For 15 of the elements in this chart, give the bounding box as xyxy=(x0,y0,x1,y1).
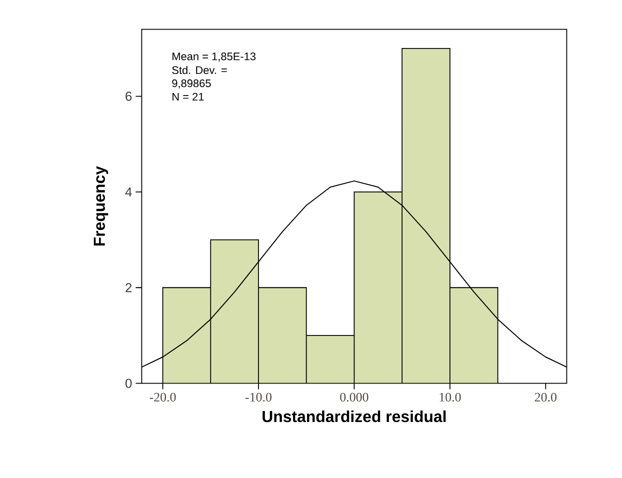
y-tick-label: 0 xyxy=(125,378,132,388)
y-axis-title: Frequency xyxy=(94,166,108,246)
x-tick-label: -20.0 xyxy=(150,392,176,402)
x-tick-label: 20.0 xyxy=(534,392,556,402)
x-axis-title: Unstandardized residual xyxy=(262,410,446,422)
x-tick-label: 0.000 xyxy=(340,392,368,402)
y-tick-label: 6 xyxy=(126,92,132,101)
annotation: 9,89865 xyxy=(172,79,211,88)
y-tick-label: 2 xyxy=(126,283,132,292)
y-tick-label: 4 xyxy=(125,188,132,196)
x-tick-label: -10.0 xyxy=(245,392,272,402)
annotation: Std. Dev. = xyxy=(172,66,227,74)
x-tick-label: 10.0 xyxy=(440,392,461,402)
annotation: N = 21 xyxy=(172,92,204,101)
annotation: Mean = 1,85E-13 xyxy=(172,52,256,62)
